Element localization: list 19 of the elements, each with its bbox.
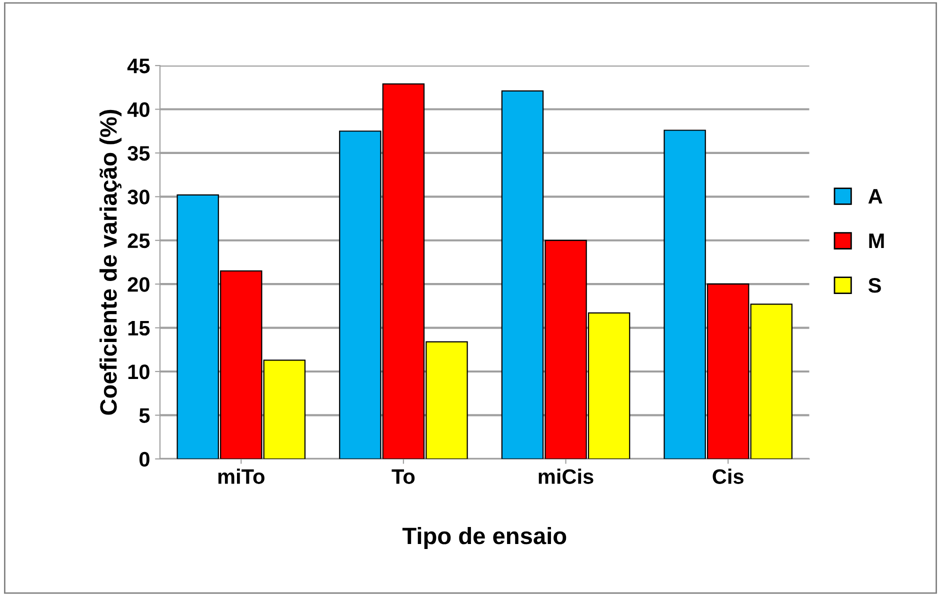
y-tick-label: 25 — [128, 233, 150, 248]
y-tick-label: 10 — [128, 364, 150, 380]
y-axis-title: Coeficiente de variação (%) — [100, 110, 122, 415]
legend-label: M — [869, 234, 884, 248]
legend-label: S — [868, 278, 881, 293]
y-tick-label: 30 — [128, 190, 150, 204]
x-axis-title: Tipo de ensaio — [402, 526, 566, 549]
x-tick-label: miCis — [538, 468, 594, 484]
legend-label: A — [868, 189, 882, 204]
y-tick-label: 20 — [128, 277, 150, 292]
y-tick-label: 45 — [127, 58, 150, 74]
x-tick-label: miTo — [218, 468, 264, 484]
y-tick-label: 0 — [139, 452, 150, 467]
y-tick-label: 35 — [128, 146, 150, 161]
y-tick-label: 5 — [139, 408, 150, 423]
x-tick-label: Cis — [712, 468, 744, 484]
y-tick-label: 15 — [128, 321, 150, 336]
x-tick-label: To — [392, 469, 415, 484]
y-tick-label: 40 — [127, 102, 150, 118]
